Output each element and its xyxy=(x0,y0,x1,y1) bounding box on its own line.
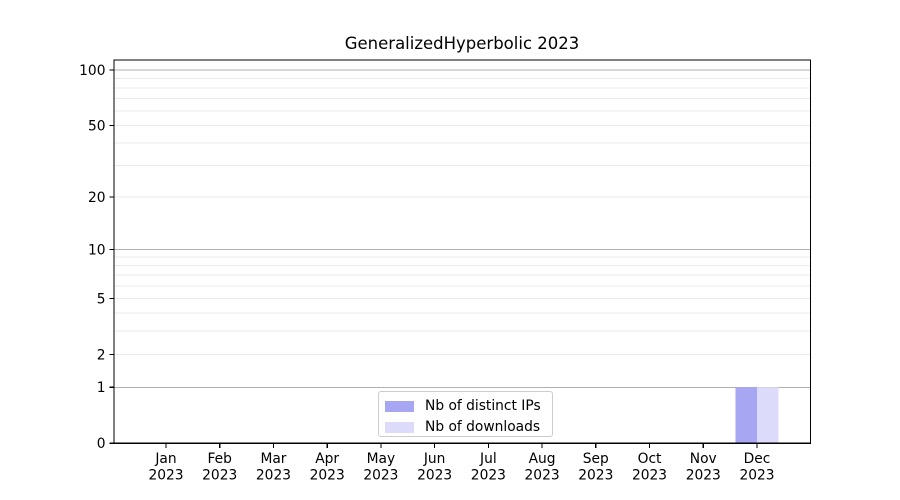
axes-spines xyxy=(113,59,812,444)
x-tick-label-year: 2023 xyxy=(578,468,613,484)
bar-dec-nb-of-downloads xyxy=(757,387,779,444)
legend-item-distinct-ips: Nb of distinct IPs xyxy=(385,398,552,414)
y-tick-label: 2 xyxy=(97,347,106,363)
x-tick-label-month: Nov xyxy=(690,451,717,467)
x-tick-label-month: Oct xyxy=(638,451,662,467)
legend-swatch-downloads xyxy=(385,421,414,433)
x-tick-label-month: Jun xyxy=(423,451,446,467)
x-tick-label-year: 2023 xyxy=(363,468,398,484)
x-tick-label-month: May xyxy=(367,451,396,467)
x-tick-label-month: Feb xyxy=(208,451,232,467)
x-tick-label-year: 2023 xyxy=(256,468,291,484)
x-tick-label-year: 2023 xyxy=(525,468,560,484)
x-tick-label-year: 2023 xyxy=(632,468,667,484)
x-tick-label-month: Jan xyxy=(154,451,176,467)
x-tick-label-month: Dec xyxy=(744,451,771,467)
legend-swatch-distinct-ips xyxy=(385,400,414,412)
x-tick-label-month: Apr xyxy=(315,451,339,467)
y-tick-label: 1 xyxy=(97,380,106,396)
y-tick-label: 20 xyxy=(88,190,106,206)
x-tick-label-month: Aug xyxy=(529,451,556,467)
y-tick-label: 10 xyxy=(88,242,106,258)
x-tick-label-month: Mar xyxy=(260,451,286,467)
legend-label-distinct-ips: Nb of distinct IPs xyxy=(425,398,541,414)
legend: Nb of distinct IPs Nb of downloads xyxy=(378,391,553,437)
x-tick-label-month: Jul xyxy=(479,451,497,467)
chart-title: GeneralizedHyperbolic 2023 xyxy=(344,34,580,53)
legend-label-downloads: Nb of downloads xyxy=(425,419,541,435)
y-tick-label: 0 xyxy=(97,436,106,452)
x-tick-label-month: Sep xyxy=(583,451,609,467)
y-tick-label: 5 xyxy=(97,291,106,307)
legend-item-downloads: Nb of downloads xyxy=(385,419,552,435)
x-tick-label-year: 2023 xyxy=(148,468,183,484)
x-tick-label-year: 2023 xyxy=(686,468,721,484)
x-tick-label-year: 2023 xyxy=(310,468,345,484)
bar-dec-nb-of-distinct-ips xyxy=(735,387,757,444)
y-tick-label: 50 xyxy=(88,118,106,134)
x-tick-label-year: 2023 xyxy=(471,468,506,484)
y-tick-label: 100 xyxy=(79,63,105,79)
x-tick-label-year: 2023 xyxy=(202,468,237,484)
x-tick-label-year: 2023 xyxy=(417,468,452,484)
x-tick-label-year: 2023 xyxy=(739,468,774,484)
